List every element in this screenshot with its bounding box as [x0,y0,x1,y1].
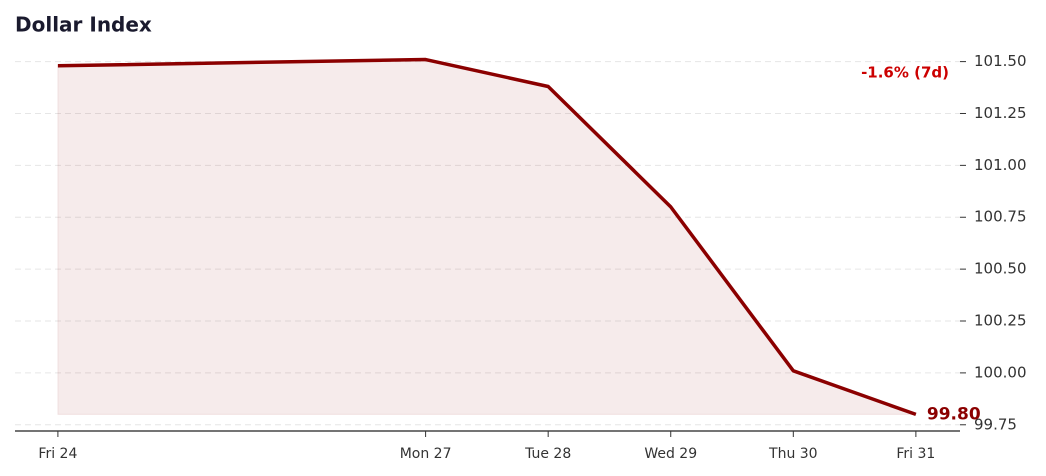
y-tick-label: 100.00 [974,363,1027,381]
x-tick-label: Fri 24 [38,446,77,462]
chart-title: Dollar Index [15,13,152,37]
x-tick-label: Tue 28 [524,446,571,462]
y-tick-label: 101.50 [974,52,1027,70]
y-tick-label: 101.00 [974,156,1027,174]
x-tick-label: Thu 30 [768,446,818,462]
x-tick-label: Fri 31 [896,446,935,462]
y-tick-label: 100.75 [974,208,1027,226]
value-label: 99.80 [927,404,981,424]
y-tick-label: 100.25 [974,312,1027,330]
annotation: -1.6% (7d) [861,64,949,82]
y-tick-label: 99.75 [974,415,1017,433]
x-tick-label: Mon 27 [400,446,452,462]
y-tick-label: 101.25 [974,104,1027,122]
x-tick-label: Wed 29 [644,446,697,462]
y-tick-label: 100.50 [974,260,1027,278]
line [57,57,917,417]
